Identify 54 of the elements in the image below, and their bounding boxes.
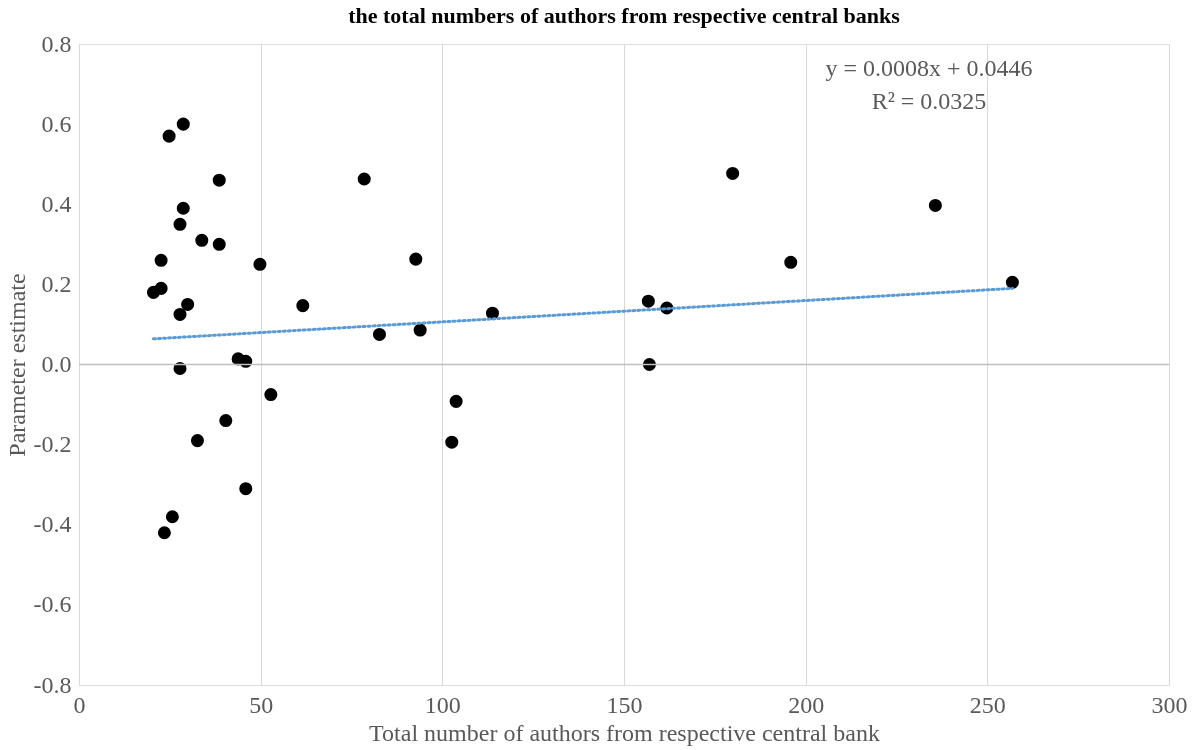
y-tick-label: 0.2 [41,270,72,297]
point [296,299,310,313]
annotation: R² = 0.0325 [871,88,987,114]
point [212,173,226,187]
point [372,327,386,341]
y-tick-label: -0.6 [33,591,72,618]
x-tick-label: 50 [249,691,274,718]
point [173,307,187,321]
point [181,297,195,311]
x-tick-label: 300 [1151,691,1188,718]
x-tick-label: 200 [788,691,825,718]
point [162,129,176,143]
y-tick-label: 0.8 [41,30,72,57]
annotation: y = 0.0008x + 0.0446 [825,55,1033,81]
point [239,482,253,496]
point [409,252,423,266]
point [264,388,278,402]
point [1005,275,1019,289]
point [445,435,459,449]
y-tick-label: -0.2 [33,431,72,458]
y-tick-label: 0.0 [41,351,72,377]
point [784,255,798,269]
point [190,434,204,448]
point [173,362,187,376]
point [219,414,233,428]
point [157,526,171,540]
point [449,394,463,408]
point [485,306,499,320]
point [195,233,209,247]
point [154,253,168,267]
point [176,117,190,131]
point [928,198,942,212]
point [173,217,187,231]
x-tick-label: 150 [606,691,643,718]
point [154,281,168,295]
x-tick-label: 250 [969,691,1006,718]
point [357,172,371,186]
point [253,257,267,271]
y-tick-label: 0.4 [41,190,72,217]
point [165,510,179,524]
x-tick-label: 0 [73,691,86,718]
y-tick-label: 0.6 [41,110,72,137]
point [641,294,655,308]
chart-title: the total numbers of authors from respective central banks [348,3,901,28]
point [726,166,740,180]
x-tick-label: 100 [424,691,461,718]
y-axis-title: Parameter estimate [3,273,30,457]
y-tick-label: -0.4 [33,511,72,538]
point [212,237,226,251]
x-axis-title: Total number of authors from respective central bank [369,719,880,746]
point [239,354,253,368]
y-tick-label: -0.8 [33,671,72,698]
point [413,323,427,337]
point [176,201,190,215]
